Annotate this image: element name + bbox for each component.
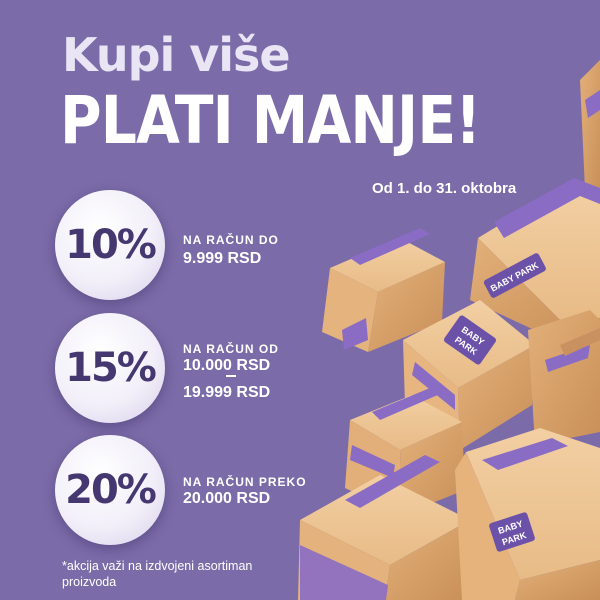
tier-caption: NA RAČUN OD	[183, 342, 279, 356]
discount-badge-10: 10%	[55, 190, 165, 300]
discount-value: 20%	[65, 467, 157, 513]
discount-value: 10%	[65, 222, 157, 268]
box-baby-park-bottom: BABY PARK	[455, 428, 600, 600]
headline-plati-manje: PLATI MANJE!	[60, 82, 481, 159]
discount-badge-15: 15%	[55, 313, 165, 423]
box-baby-park-large: BABY PARK	[470, 178, 600, 335]
promo-date-range: Od 1. do 31. oktobra	[372, 180, 517, 197]
headline-kupi-vise: Kupi više	[62, 28, 291, 82]
tier-caption: NA RAČUN PREKO	[183, 475, 307, 489]
tier-amount-from: 10.000 RSD	[183, 357, 271, 374]
box-right-middle	[528, 310, 600, 445]
tier-amount: 9.999 RSD	[183, 250, 262, 267]
tier-caption: NA RAČUN DO	[183, 233, 279, 247]
box-top-right	[580, 60, 600, 200]
box-front-bottom	[298, 455, 470, 600]
tier-amount: 20.000 RSD	[183, 490, 271, 507]
discount-badge-20: 20%	[55, 435, 165, 545]
footnote-disclaimer: *akcija važi na izdvojeni asortiman proi…	[62, 559, 253, 589]
box-left-middle	[322, 228, 445, 352]
range-dash	[226, 375, 236, 377]
tier-amount-to: 19.999 RSD	[183, 384, 271, 401]
discount-value: 15%	[65, 345, 157, 391]
